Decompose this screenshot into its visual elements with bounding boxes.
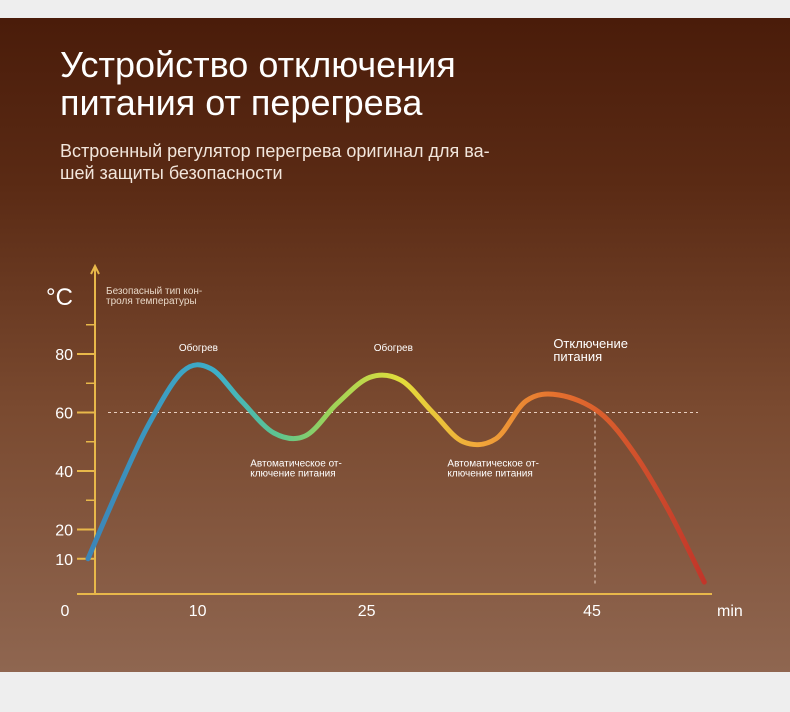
y-tick-label: 80 xyxy=(55,347,73,364)
temperature-chart: 10 20 40 60 80 0 10 25 45 °C min Безопасный тип ко… xyxy=(46,263,743,620)
annotation-line: Обогрев xyxy=(374,342,413,354)
chart-labels: °C min Безопасный тип кон-троля температур… xyxy=(46,284,743,620)
x-tick-label: 10 xyxy=(189,603,207,620)
y-tick-label: 20 xyxy=(55,523,73,540)
x-tick-label: 0 xyxy=(61,603,70,620)
page-title: Устройство отключения питания от перегре… xyxy=(60,44,456,123)
annotation-line: Автоматическое от- xyxy=(250,459,342,470)
y-tick-label: 40 xyxy=(55,464,73,481)
legend-note-line: троля температуры xyxy=(106,296,197,307)
legend-note-line: Безопасный тип кон- xyxy=(106,286,202,297)
x-tick-label: 45 xyxy=(583,603,601,620)
y-axis-label: °C xyxy=(46,284,73,311)
chart-series xyxy=(85,362,707,585)
page-subtitle: Встроенный регулятор перегрева оригинал … xyxy=(60,141,490,183)
infographic-panel: Устройство отключения питания от перегре… xyxy=(0,18,790,672)
annotation-line: Обогрев xyxy=(179,342,218,354)
annotation-line: питания xyxy=(553,349,602,364)
y-tick-label: 10 xyxy=(55,552,73,569)
annotation-line: ключение питания xyxy=(250,469,335,480)
y-axis-arrow xyxy=(90,263,100,275)
y-tick-label: 60 xyxy=(55,406,73,423)
temperature-series-line xyxy=(85,362,707,585)
annotation-line: Отключение xyxy=(553,336,628,351)
x-tick-label: 25 xyxy=(358,603,376,620)
annotation-line: Автоматическое от- xyxy=(447,459,539,470)
x-axis-label: min xyxy=(717,603,743,620)
chart-ticks: 10 20 40 60 80 0 10 25 45 xyxy=(55,324,601,620)
annotation-line: ключение питания xyxy=(447,469,532,480)
chart-guides xyxy=(108,412,698,586)
